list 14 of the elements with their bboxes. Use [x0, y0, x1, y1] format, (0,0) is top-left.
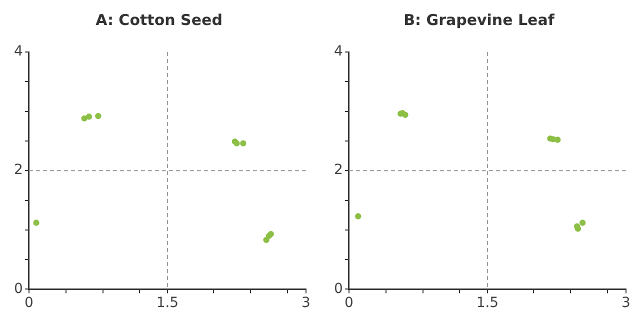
x-tick-label: 1.5 — [476, 295, 499, 312]
chart-title: B: Grapevine Leaf — [404, 10, 555, 29]
y-tick-label: 2 — [14, 162, 23, 178]
y-tick-label: 4 — [334, 44, 343, 60]
x-tick-label: 1.5 — [156, 295, 179, 312]
chart-title: A: Cotton Seed — [96, 10, 222, 29]
x-tick-label: 3 — [622, 295, 630, 312]
y-tick-label: 0 — [334, 280, 343, 297]
x-tick-label: 0 — [344, 295, 354, 312]
x-tick-label: 0 — [24, 295, 34, 312]
y-tick-label: 4 — [14, 44, 23, 60]
x-tick-label: 3 — [302, 295, 310, 312]
y-tick-label: 0 — [14, 280, 23, 297]
y-tick-label: 2 — [334, 162, 343, 178]
